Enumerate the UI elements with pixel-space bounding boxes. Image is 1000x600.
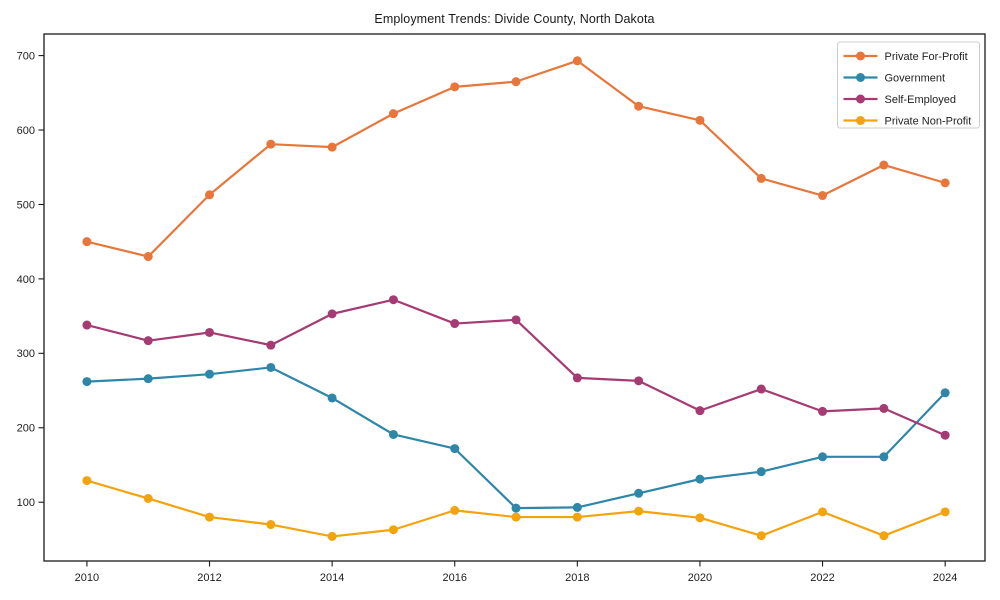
plot-frame <box>43 33 986 562</box>
data-point-marker <box>450 82 460 92</box>
data-point-marker <box>266 520 276 530</box>
y-tick-label: 400 <box>17 274 35 286</box>
data-point-marker <box>327 531 337 541</box>
x-tick-label: 2024 <box>933 572 957 584</box>
x-tick-label: 2016 <box>442 572 466 584</box>
data-point-marker <box>82 476 92 486</box>
legend-label: Private For-Profit <box>885 51 968 63</box>
y-tick-label: 100 <box>17 497 35 509</box>
data-point-marker <box>818 507 828 517</box>
data-point-marker <box>756 467 766 477</box>
data-point-marker <box>695 474 705 484</box>
data-point-marker <box>511 503 521 513</box>
legend-marker <box>856 116 865 125</box>
data-point-marker <box>511 77 521 87</box>
data-point-marker <box>818 406 828 416</box>
data-point-marker <box>205 327 215 337</box>
data-point-marker <box>82 237 92 247</box>
y-tick-label: 300 <box>17 348 35 360</box>
x-tick-label: 2022 <box>810 572 834 584</box>
data-point-marker <box>940 430 950 440</box>
data-point-marker <box>756 384 766 394</box>
legend-label: Private Non-Profit <box>885 116 972 128</box>
data-point-marker <box>388 429 398 439</box>
data-point-marker <box>143 336 153 346</box>
series-private-non-profit <box>82 476 950 541</box>
data-point-marker <box>388 525 398 535</box>
data-point-marker <box>327 309 337 319</box>
data-point-marker <box>143 493 153 503</box>
x-tick-label: 2020 <box>688 572 712 584</box>
legend-item-private-for-profit: Private For-Profit <box>843 51 968 63</box>
data-point-marker <box>695 115 705 125</box>
data-point-marker <box>511 315 521 325</box>
data-point-marker <box>756 173 766 183</box>
data-point-marker <box>388 295 398 305</box>
data-point-marker <box>879 160 889 170</box>
data-point-marker <box>818 452 828 462</box>
legend-item-self-employed: Self-Employed <box>843 94 957 106</box>
data-point-marker <box>205 369 215 379</box>
legend-marker <box>856 73 865 82</box>
data-point-marker <box>879 403 889 413</box>
data-point-marker <box>940 178 950 188</box>
data-point-marker <box>266 340 276 350</box>
legend-box <box>837 41 980 129</box>
data-point-marker <box>634 506 644 516</box>
data-point-marker <box>388 109 398 119</box>
series-self-employed <box>82 295 950 440</box>
legend-item-government: Government <box>843 73 946 85</box>
data-point-marker <box>327 142 337 152</box>
data-point-marker <box>634 101 644 111</box>
legend-item-private-non-profit: Private Non-Profit <box>843 116 972 128</box>
data-point-marker <box>266 139 276 149</box>
y-tick-label: 200 <box>17 423 35 435</box>
series-line <box>85 366 947 510</box>
data-point-marker <box>634 376 644 386</box>
data-point-marker <box>266 362 276 372</box>
series-government <box>82 362 950 513</box>
x-tick-label: 2018 <box>565 572 589 584</box>
y-tick-label: 500 <box>17 199 35 211</box>
data-point-marker <box>143 374 153 384</box>
data-point-marker <box>205 512 215 522</box>
data-point-marker <box>634 488 644 498</box>
data-point-marker <box>695 513 705 523</box>
data-point-marker <box>450 319 460 329</box>
legend-marker <box>856 94 865 104</box>
data-point-marker <box>327 393 337 403</box>
data-point-marker <box>572 373 582 383</box>
data-point-marker <box>572 56 582 66</box>
data-point-marker <box>572 512 582 522</box>
data-point-marker <box>82 377 92 387</box>
data-point-marker <box>940 388 950 398</box>
x-tick-label: 2012 <box>197 572 221 584</box>
data-point-marker <box>82 320 92 330</box>
data-point-marker <box>756 531 766 541</box>
data-point-marker <box>940 507 950 517</box>
series-private-for-profit <box>82 56 950 262</box>
data-point-marker <box>818 191 828 201</box>
data-point-marker <box>879 452 889 462</box>
data-point-marker <box>511 512 521 522</box>
legend-marker <box>856 51 865 61</box>
data-point-marker <box>572 502 582 512</box>
data-point-marker <box>879 531 889 541</box>
y-tick-label: 700 <box>17 50 35 62</box>
x-tick-label: 2014 <box>320 572 344 584</box>
chart-title: Employment Trends: Divide County, North … <box>374 12 655 26</box>
x-tick-label: 2010 <box>75 572 99 584</box>
data-point-marker <box>450 505 460 515</box>
legend: Private For-Profit Government Self-Employe… <box>837 41 980 129</box>
series-line <box>85 59 947 258</box>
data-point-marker <box>450 444 460 454</box>
legend-label: Self-Employed <box>885 94 957 106</box>
y-tick-label: 600 <box>17 125 35 137</box>
data-point-marker <box>143 252 153 262</box>
legend-label: Government <box>885 73 946 85</box>
data-point-marker <box>205 190 215 200</box>
data-point-marker <box>695 406 705 416</box>
